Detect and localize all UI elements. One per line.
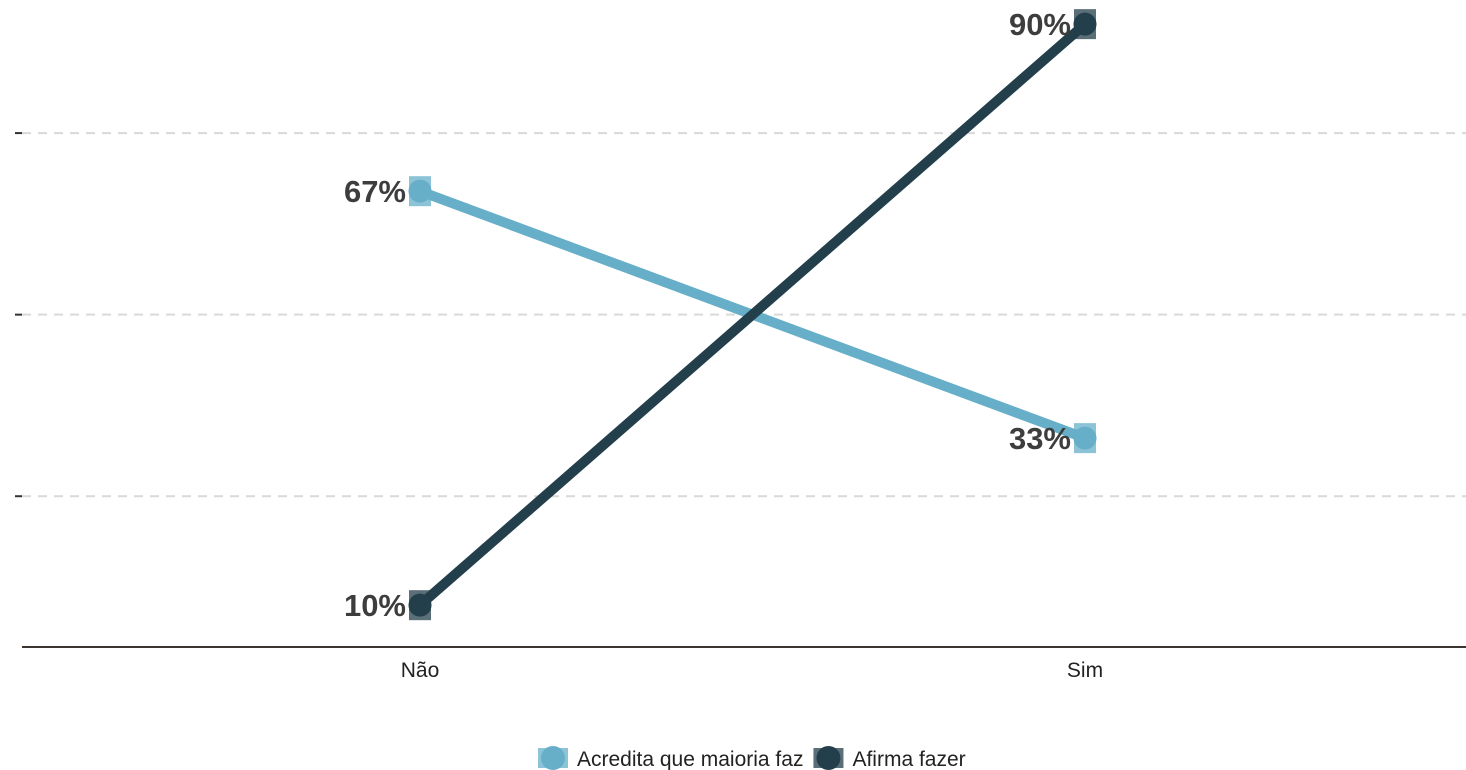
- legend: Acredita que maioria faz Afirma fazer: [538, 746, 966, 770]
- x-tick-label-0: Não: [401, 659, 440, 682]
- data-label-0-1: 33%: [1009, 421, 1071, 456]
- data-label-1-0: 10%: [344, 588, 406, 623]
- legend-item-1: Afirma fazer: [813, 746, 966, 770]
- point-circle-marker: [408, 593, 432, 617]
- series-1-point-1: [1073, 9, 1097, 40]
- legend-circle-swatch: [816, 746, 841, 770]
- point-circle-marker: [1073, 12, 1097, 36]
- series-0-point-0: [408, 176, 432, 207]
- point-circle-marker: [1073, 426, 1097, 450]
- series-1-point-0: [408, 590, 432, 621]
- data-label-0-0: 67%: [344, 174, 406, 209]
- x-tick-label-1: Sim: [1067, 659, 1103, 682]
- legend-label-1: Afirma fazer: [852, 748, 965, 770]
- legend-item-0: Acredita que maioria faz: [538, 746, 803, 770]
- series-line-1: [415, 19, 1090, 611]
- data-labels: 67% 33% 10% 90%: [344, 7, 1071, 623]
- data-label-1-1: 90%: [1009, 7, 1071, 42]
- series-0-point-1: [1073, 423, 1097, 454]
- legend-circle-swatch: [541, 746, 565, 770]
- legend-label-0: Acredita que maioria faz: [577, 748, 803, 770]
- x-axis: Não Sim: [22, 646, 1466, 682]
- series-layer: [408, 9, 1097, 621]
- point-circle-marker: [408, 179, 432, 203]
